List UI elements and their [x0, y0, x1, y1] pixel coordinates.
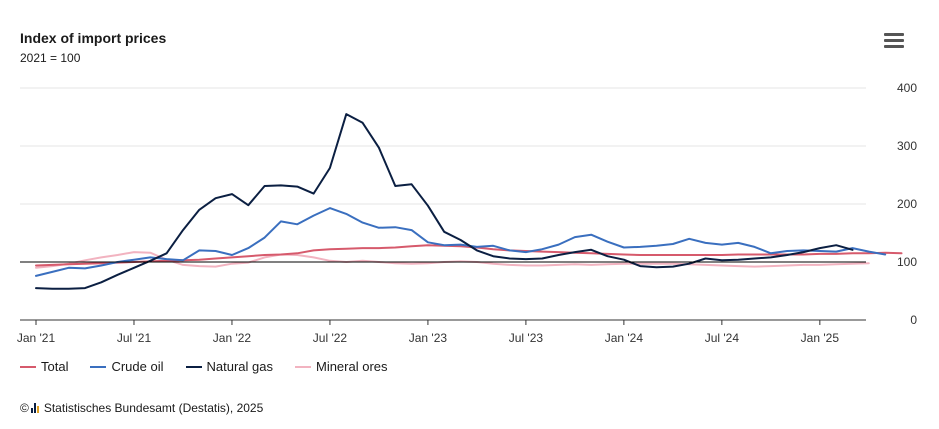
- hamburger-menu-icon[interactable]: [884, 33, 904, 49]
- chart-legend: Total Crude oil Natural gas Mineral ores: [20, 359, 410, 374]
- y-tick-label: 400: [897, 81, 917, 95]
- x-tick-label: Jan '21: [17, 331, 56, 345]
- chart-title: Index of import prices: [20, 30, 167, 46]
- legend-swatch-natural-gas: [185, 365, 202, 368]
- legend-item-total[interactable]: Total: [20, 359, 68, 374]
- x-tick-label: Jan '25: [801, 331, 840, 345]
- y-tick-label: 100: [897, 255, 917, 269]
- x-tick-label: Jan '22: [213, 331, 252, 345]
- destatis-logo-icon: [30, 403, 40, 413]
- series-line-natural-gas[interactable]: [35, 113, 854, 290]
- legend-swatch-total: [20, 365, 36, 368]
- credits-text: Statistisches Bundesamt (Destatis), 2025: [43, 401, 264, 415]
- legend-swatch-crude-oil: [90, 365, 107, 368]
- y-tick-label: 300: [897, 139, 917, 153]
- legend-label-total: Total: [41, 359, 69, 374]
- x-tick-label: Jan '24: [605, 331, 644, 345]
- legend-item-mineral-ores[interactable]: Mineral ores: [294, 359, 388, 374]
- series-line-crude-oil[interactable]: [35, 207, 887, 277]
- legend-item-crude-oil[interactable]: Crude oil: [90, 359, 164, 374]
- legend-label-natural-gas: Natural gas: [206, 359, 273, 374]
- copyright-symbol: ©: [20, 401, 29, 415]
- x-tick-label: Jul '22: [313, 331, 348, 345]
- legend-item-natural-gas[interactable]: Natural gas: [185, 359, 273, 374]
- x-tick-label: Jan '23: [409, 331, 448, 345]
- chart-subtitle: 2021 = 100: [20, 51, 81, 65]
- y-tick-label: 200: [897, 197, 917, 211]
- x-tick-label: Jul '23: [509, 331, 544, 345]
- x-tick-label: Jul '24: [705, 331, 740, 345]
- legend-label-crude-oil: Crude oil: [111, 359, 164, 374]
- credits[interactable]: © Statistisches Bundesamt (Destatis), 20…: [20, 401, 263, 415]
- legend-label-mineral-ores: Mineral ores: [315, 359, 388, 374]
- line-chart: 0 100 200 300 400 Jan '21 Jul '21 Jan '22 Jul '2…: [17, 81, 917, 345]
- legend-swatch-mineral-ores: [294, 365, 311, 368]
- x-tick-label: Jul '21: [117, 331, 152, 345]
- y-tick-label: 0: [910, 313, 917, 327]
